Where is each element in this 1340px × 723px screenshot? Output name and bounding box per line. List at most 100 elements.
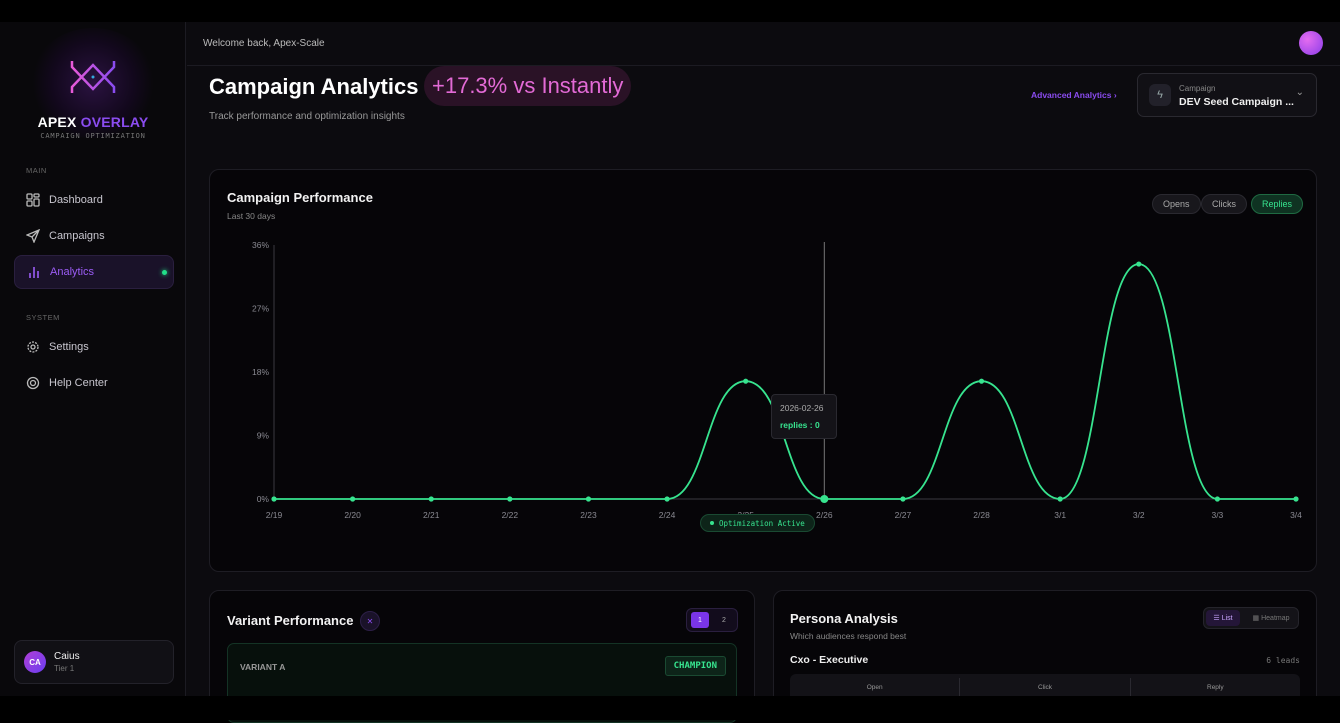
data-point xyxy=(664,496,670,502)
data-point xyxy=(743,378,749,384)
x-tick-label: 2/27 xyxy=(895,510,912,520)
sidebar-item-analytics[interactable]: Analytics xyxy=(14,255,174,289)
data-point xyxy=(271,496,277,502)
x-tick-label: 2/22 xyxy=(502,510,519,520)
sidebar-item-campaigns[interactable]: Campaigns xyxy=(14,219,174,253)
tooltip-date: 2026-02-26 xyxy=(780,403,824,413)
x-tick-label: 2/24 xyxy=(659,510,676,520)
campaign-label: Campaign xyxy=(1179,84,1216,93)
heatmap-view-button[interactable]: ▦ Heatmap xyxy=(1252,614,1290,623)
sidebar-item-label: Help Center xyxy=(49,377,108,389)
card-title: Variant Performance xyxy=(227,613,354,628)
brand-tagline: CAMPAIGN OPTIMIZATION xyxy=(40,132,146,140)
data-point xyxy=(428,496,434,502)
sidebar-item-label: Settings xyxy=(49,341,89,353)
metric-reply: Reply xyxy=(1207,684,1224,691)
chart-tooltip: 2026-02-26 replies : 0 xyxy=(771,394,837,439)
welcome-text: Welcome back, Apex-Scale xyxy=(203,38,325,49)
variant-logo-icon: ✕ xyxy=(360,611,380,631)
data-point xyxy=(350,496,356,502)
logo-icon xyxy=(70,61,116,93)
user-avatar-button[interactable] xyxy=(1299,31,1323,55)
data-point xyxy=(1293,496,1299,502)
x-tick-label: 3/4 xyxy=(1290,510,1302,520)
letterbox-bottom xyxy=(0,696,1340,720)
status-dot xyxy=(710,521,714,525)
sidebar-item-help-center[interactable]: Help Center xyxy=(14,366,174,400)
campaign-selector[interactable]: ϟ Campaign DEV Seed Campaign ... ⌄ xyxy=(1137,73,1317,117)
active-indicator xyxy=(162,269,167,275)
user-tier: Tier 1 xyxy=(54,664,75,673)
section-system: SYSTEM xyxy=(26,313,60,322)
grid-icon xyxy=(26,193,40,207)
section-main: MAIN xyxy=(26,166,47,175)
data-point xyxy=(507,496,513,502)
card-subtitle: Last 30 days xyxy=(227,211,276,221)
advanced-analytics-link[interactable]: Advanced Analytics › xyxy=(1031,90,1117,100)
page-2-button[interactable]: 2 xyxy=(722,616,726,624)
x-tick-label: 2/23 xyxy=(580,510,597,520)
sidebar-item-label: Dashboard xyxy=(49,194,103,206)
y-tick-label: 0% xyxy=(257,494,270,504)
chevron-down-icon: ⌄ xyxy=(1295,87,1304,98)
data-point xyxy=(978,378,985,384)
tooltip-value: replies : 0 xyxy=(780,420,820,430)
x-tick-label: 3/3 xyxy=(1211,510,1223,520)
sidebar-item-dashboard[interactable]: Dashboard xyxy=(14,183,174,217)
status-text: Optimization Active xyxy=(719,518,805,528)
data-point xyxy=(585,496,592,502)
page-subtitle: Track performance and optimization insig… xyxy=(209,111,405,122)
x-tick-label: 3/1 xyxy=(1054,510,1066,520)
user-name: Caius xyxy=(54,651,80,662)
sidebar-item-label: Campaigns xyxy=(49,230,105,242)
sidebar: APEX OVERLAY CAMPAIGN OPTIMIZATION MAIN … xyxy=(0,22,186,696)
line-chart[interactable]: 0% 9% 18% 27% 36% 2/19 2/20 2/21 2/22 2/23 2/24 2/2… xyxy=(210,170,1318,573)
sidebar-item-settings[interactable]: Settings xyxy=(14,330,174,364)
persona-name: Cxo - Executive xyxy=(790,654,869,666)
y-tick-label: 36% xyxy=(252,240,269,250)
view-toggle: ☰ List ▦ Heatmap xyxy=(1203,607,1299,629)
list-icon: ☰ xyxy=(1213,615,1220,622)
data-point xyxy=(1136,261,1142,267)
card-title: Persona Analysis xyxy=(790,611,898,626)
champion-badge: CHAMPION xyxy=(664,656,726,676)
page-1-button[interactable]: 1 xyxy=(691,612,709,628)
avatar: CA xyxy=(24,651,46,673)
sidebar-item-label: Analytics xyxy=(50,266,95,278)
persona-leads: 6 leads xyxy=(1266,656,1300,665)
toggle-clicks[interactable]: Clicks xyxy=(1201,194,1247,214)
metric-open: Open xyxy=(790,678,961,698)
x-tick-label: 2/28 xyxy=(973,510,990,520)
x-tick-label: 3/2 xyxy=(1133,510,1145,520)
x-tick-label: 2/20 xyxy=(344,510,361,520)
campaign-performance-card: Campaign Performance Last 30 days Opens … xyxy=(209,169,1317,572)
gear-icon xyxy=(27,341,39,353)
card-title: Campaign Performance xyxy=(227,190,373,205)
y-tick-label: 9% xyxy=(257,431,270,441)
x-tick-label: 2/21 xyxy=(423,510,440,520)
series-line-replies xyxy=(274,263,1296,500)
bolt-icon: ϟ xyxy=(1149,84,1171,106)
toggle-replies[interactable]: Replies xyxy=(1251,194,1304,214)
comparison-badge: +17.3% vs Instantly xyxy=(424,66,632,106)
user-profile[interactable]: CA Caius Tier 1 xyxy=(14,640,174,684)
lifebuoy-icon xyxy=(26,376,40,390)
campaign-value: DEV Seed Campaign ... xyxy=(1179,96,1294,108)
list-view-button[interactable]: ☰ List xyxy=(1206,610,1240,626)
logo-glow xyxy=(30,28,156,138)
card-subtitle: Which audiences respond best xyxy=(790,631,907,641)
x-tick-label: 2/19 xyxy=(266,510,283,520)
variant-label: VARIANT A xyxy=(240,662,286,672)
data-point xyxy=(900,496,906,502)
send-icon xyxy=(26,229,40,243)
bar-chart-icon xyxy=(29,267,39,278)
page-title: Campaign Analytics xyxy=(209,74,419,99)
brand-name: APEX OVERLAY xyxy=(37,114,149,130)
y-tick-label: 27% xyxy=(252,304,269,314)
metric-click: Click xyxy=(960,678,1131,698)
toggle-opens[interactable]: Opens xyxy=(1152,194,1201,214)
grid-icon: ▦ xyxy=(1252,615,1260,622)
data-point xyxy=(820,495,829,503)
data-point xyxy=(1057,496,1063,502)
x-tick-label: 2/26 xyxy=(816,510,833,520)
